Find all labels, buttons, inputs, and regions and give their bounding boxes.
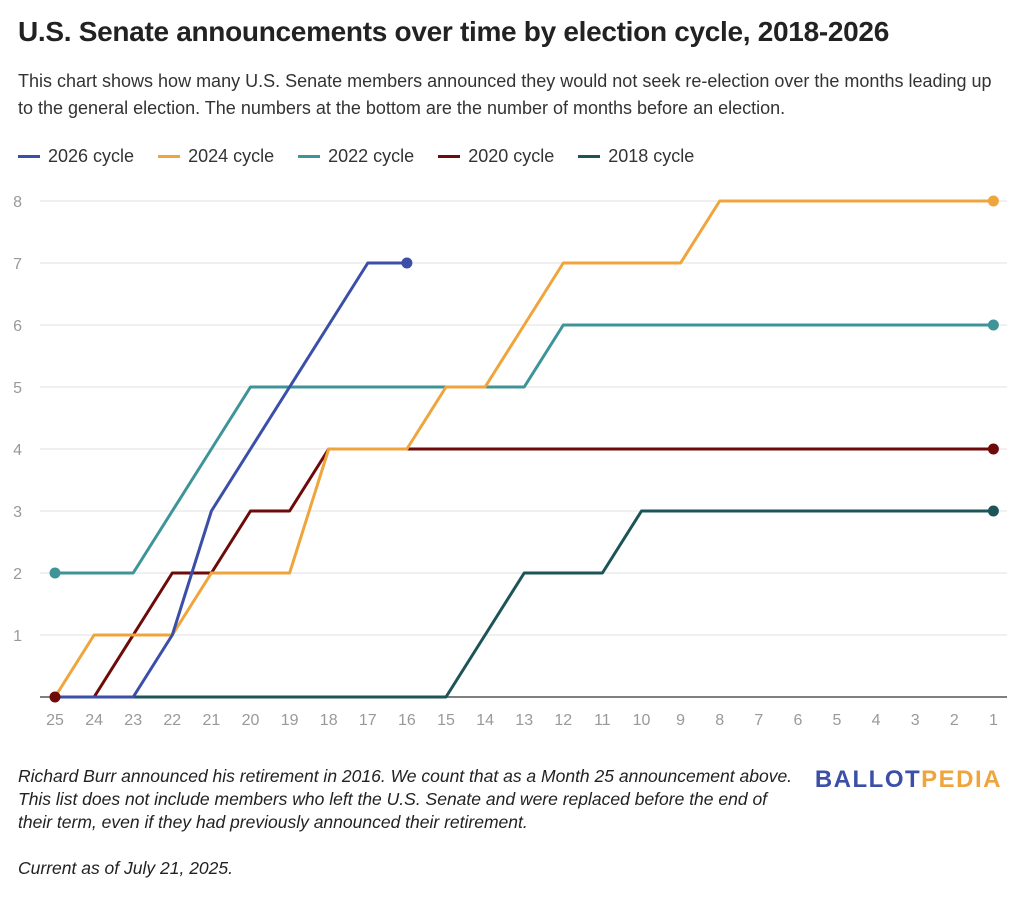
x-tick-label: 6	[793, 712, 802, 729]
y-tick-label: 7	[13, 256, 22, 273]
footnotes: Richard Burr announced his retirement in…	[18, 765, 798, 880]
y-tick-label: 1	[13, 628, 22, 645]
ballotpedia-logo: BALLOTPEDIA	[815, 766, 1002, 794]
legend-swatch	[18, 155, 40, 158]
x-tick-label: 14	[476, 712, 494, 729]
footnote-exclusion: This list does not include members who l…	[18, 789, 768, 832]
legend: 2026 cycle 2024 cycle 2022 cycle 2020 cycle…	[18, 146, 718, 167]
x-tick-label: 16	[398, 712, 416, 729]
legend-swatch	[438, 155, 461, 158]
x-tick-label: 25	[46, 712, 64, 729]
series-end-marker-2020-cycle	[987, 443, 999, 455]
legend-label: 2020 cycle	[468, 146, 555, 166]
legend-item-2020-cycle: 2020 cycle	[438, 146, 554, 167]
x-tick-label: 24	[85, 712, 103, 729]
series-end-marker-2024-cycle	[987, 195, 999, 207]
footnote-burr: Richard Burr announced his retirement in…	[18, 766, 793, 786]
series-end-marker-2018-cycle	[987, 505, 999, 517]
x-tick-label: 18	[320, 712, 338, 729]
legend-item-2024-cycle: 2024 cycle	[158, 146, 274, 167]
legend-item-2022-cycle: 2022 cycle	[298, 146, 414, 167]
legend-label: 2022 cycle	[328, 146, 415, 166]
legend-swatch	[298, 155, 321, 158]
series-end-marker-2026-cycle	[401, 257, 413, 269]
x-tick-label: 13	[515, 712, 533, 729]
x-tick-label: 1	[989, 712, 998, 729]
series-line-2026-cycle	[55, 261, 407, 699]
legend-label: 2018 cycle	[608, 146, 695, 166]
x-tick-label: 21	[203, 712, 221, 729]
series-line-2022-cycle	[55, 323, 994, 575]
chart-title: U.S. Senate announcements over time by e…	[18, 16, 889, 47]
legend-swatch	[578, 155, 601, 158]
y-tick-label: 4	[13, 442, 22, 459]
legend-swatch	[158, 155, 181, 158]
x-tick-label: 3	[911, 712, 920, 729]
legend-item-2026-cycle: 2026 cycle	[18, 146, 134, 167]
y-tick-label: 5	[13, 380, 22, 397]
legend-label: 2024 cycle	[188, 146, 275, 166]
x-tick-label: 12	[554, 712, 572, 729]
x-tick-label: 8	[715, 712, 724, 729]
footnote-current-as-of: Current as of July 21, 2025.	[18, 858, 233, 878]
x-tick-label: 22	[163, 712, 181, 729]
series-end-marker-2022-cycle	[987, 319, 999, 331]
x-tick-label: 15	[437, 712, 455, 729]
y-tick-label: 2	[13, 566, 22, 583]
x-tick-label: 17	[359, 712, 377, 729]
x-tick-label: 2	[950, 712, 959, 729]
series-start-marker-2020-cycle	[49, 691, 61, 703]
chart-subtitle: This chart shows how many U.S. Senate me…	[18, 71, 992, 118]
x-tick-label: 19	[281, 712, 299, 729]
legend-label: 2026 cycle	[48, 146, 135, 166]
x-tick-label: 11	[594, 712, 611, 729]
series-line-2024-cycle	[53, 199, 994, 698]
y-tick-label: 8	[13, 194, 22, 211]
x-tick-label: 10	[633, 712, 651, 729]
legend-item-2018-cycle: 2018 cycle	[578, 146, 694, 167]
x-tick-label: 7	[754, 712, 763, 729]
logo-part-pedia: PEDIA	[921, 766, 1002, 793]
x-tick-label: 4	[872, 712, 881, 729]
series-start-marker-2022-cycle	[49, 567, 61, 579]
x-tick-label: 5	[833, 712, 842, 729]
x-tick-label: 20	[242, 712, 260, 729]
x-tick-label: 9	[676, 712, 685, 729]
x-tick-label: 23	[124, 712, 142, 729]
y-tick-label: 6	[13, 318, 22, 335]
logo-part-ballot: BALLOT	[814, 766, 922, 793]
series-line-2018-cycle	[55, 509, 994, 699]
y-tick-label: 3	[13, 504, 22, 521]
